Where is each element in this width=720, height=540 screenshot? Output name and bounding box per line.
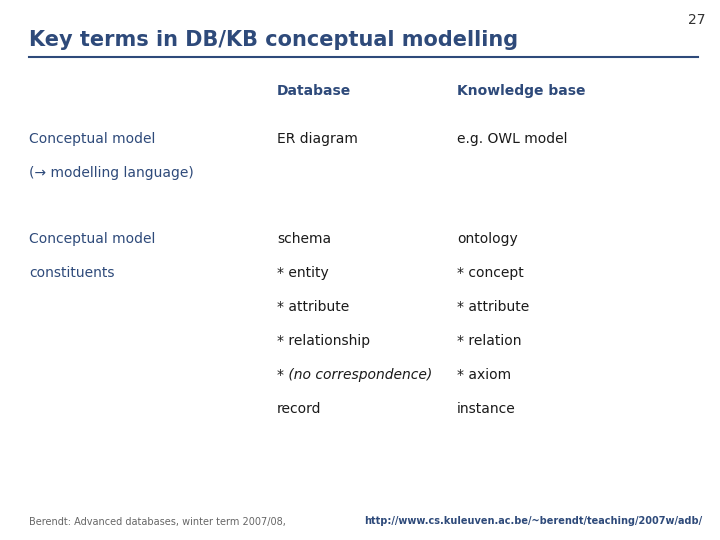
Text: Database: Database [277, 84, 351, 98]
Text: 27: 27 [688, 14, 706, 28]
Text: Key terms in DB/KB conceptual modelling: Key terms in DB/KB conceptual modelling [29, 30, 518, 50]
Text: * relation: * relation [457, 334, 522, 348]
Text: schema: schema [277, 232, 331, 246]
Text: * attribute: * attribute [457, 300, 529, 314]
Text: constituents: constituents [29, 266, 114, 280]
Text: (→ modelling language): (→ modelling language) [29, 166, 194, 180]
Text: instance: instance [457, 402, 516, 416]
Text: record: record [277, 402, 322, 416]
Text: e.g. OWL model: e.g. OWL model [457, 132, 567, 146]
Text: Conceptual model: Conceptual model [29, 132, 156, 146]
Text: * relationship: * relationship [277, 334, 370, 348]
Text: ontology: ontology [457, 232, 518, 246]
Text: * (no correspondence): * (no correspondence) [277, 368, 433, 382]
Text: ER diagram: ER diagram [277, 132, 358, 146]
Text: http://www.cs.kuleuven.ac.be/~berendt/teaching/2007w/adb/: http://www.cs.kuleuven.ac.be/~berendt/te… [364, 516, 703, 526]
Text: Knowledge base: Knowledge base [457, 84, 585, 98]
Text: Berendt: Advanced databases, winter term 2007/08,: Berendt: Advanced databases, winter term… [29, 516, 289, 526]
Text: * concept: * concept [457, 266, 524, 280]
Text: * axiom: * axiom [457, 368, 511, 382]
Text: Conceptual model: Conceptual model [29, 232, 156, 246]
Text: * attribute: * attribute [277, 300, 349, 314]
Text: * entity: * entity [277, 266, 329, 280]
